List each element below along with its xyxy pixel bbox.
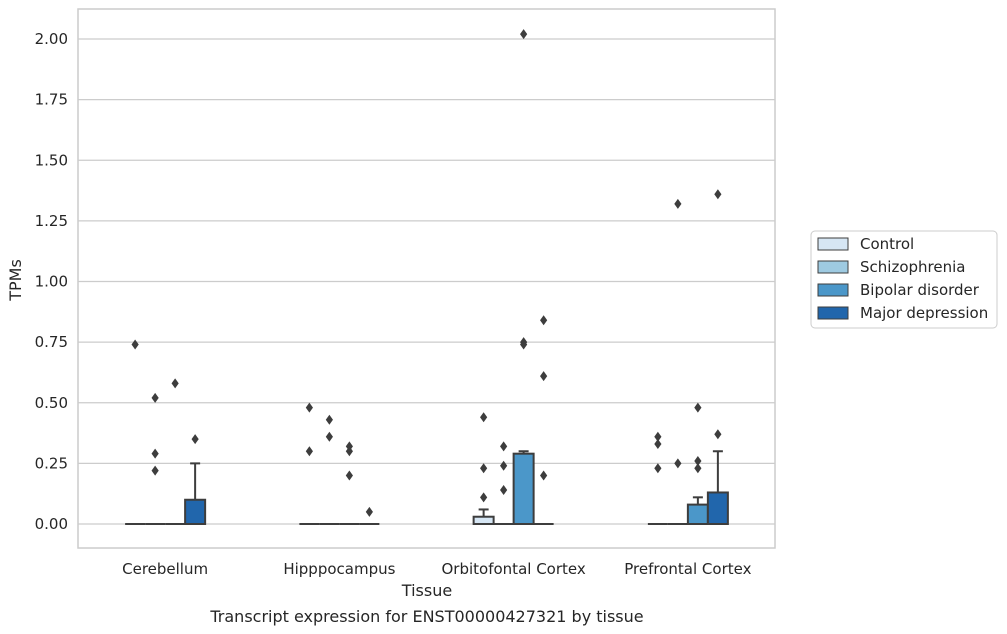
legend-label: Major depression — [860, 304, 988, 322]
outlier-point — [305, 446, 313, 457]
outlier-point — [674, 198, 682, 209]
x-tick-label: Hipppocampus — [283, 560, 395, 578]
outlier-point — [305, 402, 313, 413]
outlier-point — [540, 470, 548, 481]
legend-swatch — [817, 260, 849, 274]
y-tick-label: 0.50 — [35, 394, 68, 412]
y-tick-label: 0.25 — [35, 454, 68, 472]
y-axis-label: TPMs — [6, 259, 25, 302]
y-tick-labels: 0.00 0.25 0.50 0.75 1.00 1.25 1.50 1.75 2.00 — [35, 30, 68, 533]
legend-label: Control — [860, 235, 914, 253]
box-0-2 — [472, 508, 495, 525]
grid-lines — [78, 38, 775, 525]
y-tick-label: 0.75 — [35, 333, 68, 351]
outlier-point — [654, 431, 662, 442]
outlier-point — [325, 414, 333, 425]
legend-swatch — [817, 306, 849, 320]
box-body — [686, 503, 709, 526]
outlier-point — [151, 465, 159, 476]
outlier-point — [480, 463, 488, 474]
outlier-point — [500, 485, 508, 496]
chart-caption: Transcript expression for ENST0000042732… — [209, 607, 643, 626]
y-tick-label: 2.00 — [35, 30, 68, 48]
box-2-2 — [512, 450, 535, 525]
outlier-point — [694, 455, 702, 466]
box-body — [472, 515, 495, 525]
outlier-point — [714, 429, 722, 440]
box-body — [512, 452, 535, 525]
outlier-point — [191, 434, 199, 445]
outlier-point — [654, 463, 662, 474]
outlier-point — [345, 446, 353, 457]
outlier-point — [480, 492, 488, 503]
outlier-point — [694, 402, 702, 413]
box-body — [706, 491, 729, 526]
y-tick-label: 1.25 — [35, 212, 68, 230]
legend-swatch — [817, 283, 849, 297]
x-tick-label: Cerebellum — [122, 560, 208, 578]
outlier-point — [520, 29, 528, 40]
y-tick-label: 1.50 — [35, 151, 68, 169]
x-tick-label: Prefrontal Cortex — [624, 560, 751, 578]
outlier-point — [674, 458, 682, 469]
outlier-point — [540, 315, 548, 326]
outlier-point — [480, 412, 488, 423]
outlier-point — [171, 378, 179, 389]
outlier-point — [500, 441, 508, 452]
outlier-point — [520, 339, 528, 350]
outlier-point — [714, 189, 722, 200]
y-tick-label: 1.75 — [35, 91, 68, 109]
x-tick-label: Orbitofontal Cortex — [442, 560, 586, 578]
y-tick-label: 1.00 — [35, 273, 68, 291]
legend-frame — [810, 230, 998, 329]
outlier-point — [500, 460, 508, 471]
outlier-point — [654, 438, 662, 449]
outlier-point — [151, 448, 159, 459]
outlier-point — [540, 371, 548, 382]
box-body — [184, 498, 207, 525]
x-tick-labels: Cerebellum Hipppocampus Orbitofontal Corte… — [122, 560, 751, 578]
x-axis-label: Tissue — [401, 581, 452, 600]
plot-frame — [77, 8, 776, 549]
box-3-3 — [706, 450, 729, 526]
legend-label: Bipolar disorder — [860, 281, 980, 299]
outlier-point — [325, 431, 333, 442]
outlier-point — [131, 339, 139, 350]
legend: Control Schizophrenia Bipolar disorder Majo… — [810, 230, 998, 329]
box-3-0 — [184, 462, 207, 525]
outlier-point — [151, 392, 159, 403]
outlier-point — [345, 470, 353, 481]
outlier-point — [365, 506, 373, 517]
legend-label: Schizophrenia — [860, 258, 965, 276]
box-2-3 — [686, 496, 709, 526]
outlier-point — [694, 463, 702, 474]
outlier-points — [131, 29, 722, 517]
box-plots — [125, 450, 729, 526]
legend-swatch — [817, 237, 849, 251]
y-tick-label: 0.00 — [35, 515, 68, 533]
